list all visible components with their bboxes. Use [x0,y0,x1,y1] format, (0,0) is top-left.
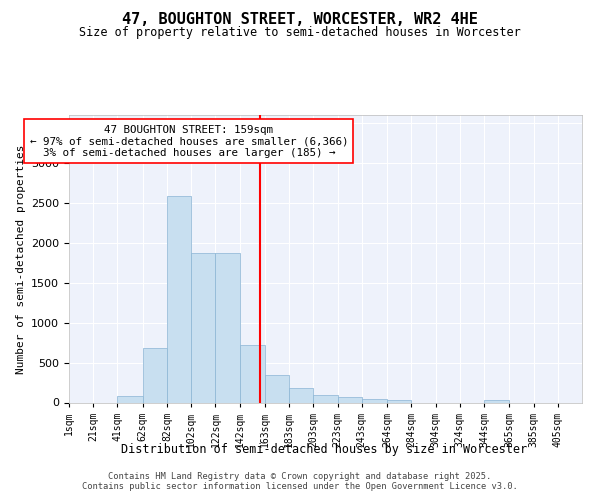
Bar [191,253,215,402]
Y-axis label: Number of semi-detached properties: Number of semi-detached properties [16,144,26,374]
Text: 47, BOUGHTON STREET, WORCESTER, WR2 4HE: 47, BOUGHTON STREET, WORCESTER, WR2 4HE [122,12,478,28]
Text: Size of property relative to semi-detached houses in Worcester: Size of property relative to semi-detach… [79,26,521,39]
Bar [338,397,362,402]
Bar [313,394,338,402]
Bar [118,396,143,402]
Bar [265,376,289,402]
Bar [387,400,412,402]
Bar [215,253,239,402]
Text: 47 BOUGHTON STREET: 159sqm
← 97% of semi-detached houses are smaller (6,366)
3% : 47 BOUGHTON STREET: 159sqm ← 97% of semi… [29,124,348,158]
Bar [484,400,509,402]
Bar [239,345,265,403]
Text: Contains HM Land Registry data © Crown copyright and database right 2025.
Contai: Contains HM Land Registry data © Crown c… [82,472,518,491]
Bar [362,400,387,402]
Bar [143,348,167,403]
Text: Distribution of semi-detached houses by size in Worcester: Distribution of semi-detached houses by … [121,442,527,456]
Bar [289,388,313,402]
Bar [167,196,191,402]
